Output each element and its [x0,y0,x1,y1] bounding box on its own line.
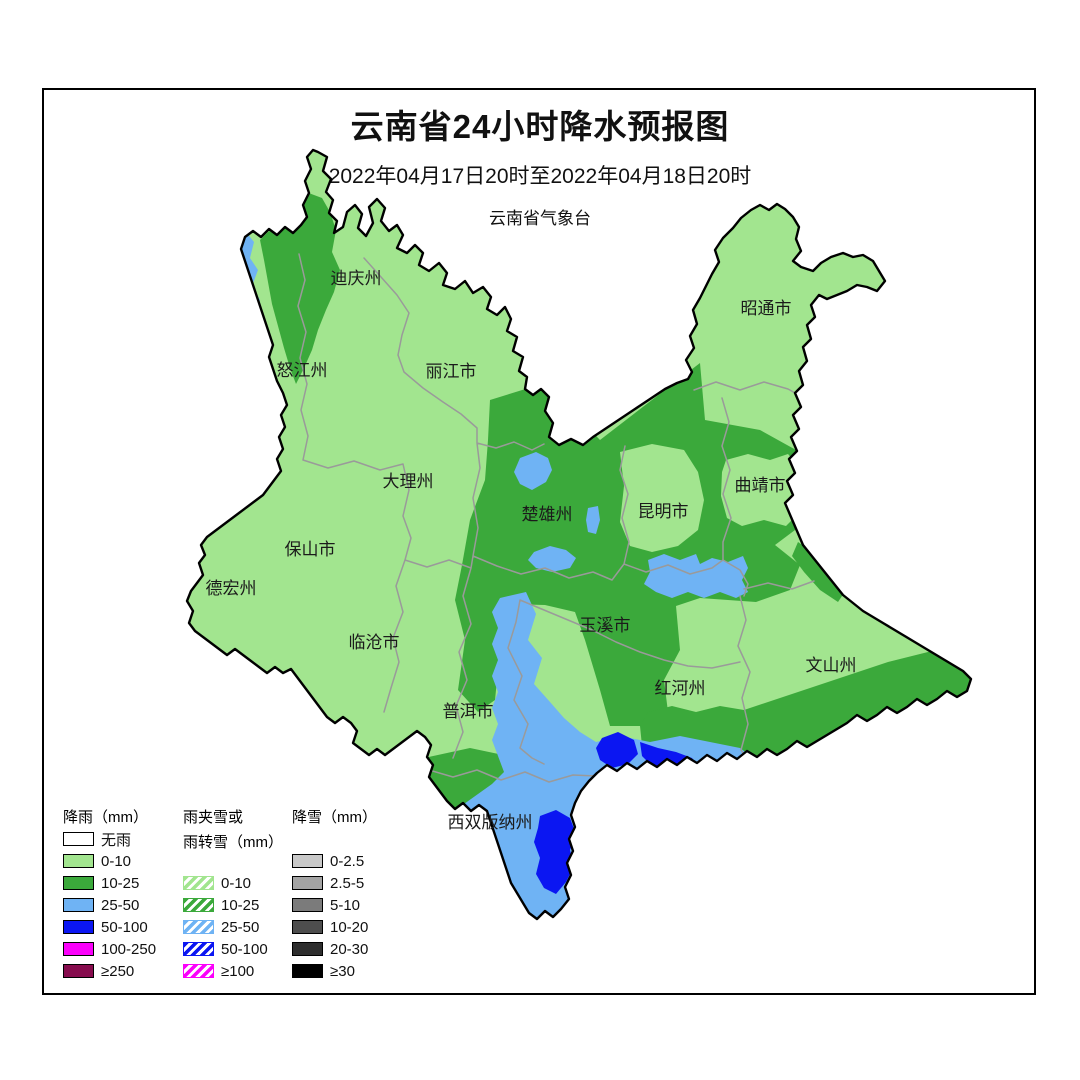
region-label-baoshan: 保山市 [285,540,336,559]
region-labels: 迪庆州 怒江州 丽江市 昭通市 大理州 曲靖市 昆明市 楚雄州 保山市 德宏州 … [206,269,857,832]
rain-zone-25-50-chuxiong-nw [514,452,552,490]
snow-swatch-5-10 [292,898,323,912]
sleet-swatch-100 [183,964,214,978]
legend-sleet-header-line1: 雨夹雪或 [183,809,244,826]
prefecture-boundaries [297,253,815,783]
snow-swatch-2.5-5 [292,876,323,890]
region-label-zhaotong: 昭通市 [741,299,792,318]
rain-zone-50-100-honghe-west [596,732,638,768]
legend-sleet-header-line2: 雨转雪（mm） [183,834,283,851]
rain-zone-25-50-chuxiong-oval [528,546,576,572]
snow-label-5-10: 5-10 [330,896,361,914]
sleet-swatch-10-25 [183,898,214,912]
legend-sleet: 雨夹雪或 雨转雪（mm） 0-10 10-25 25-50 50-100 ≥10… [183,806,298,986]
rain-label-10-25: 10-25 [101,874,140,892]
rain-swatch-250 [63,964,94,978]
rain-zone-0-10-qujing-hole [721,454,798,526]
rain-swatch-10-25 [63,876,94,890]
rain-swatch-25-50 [63,898,94,912]
sleet-swatch-25-50 [183,920,214,934]
snow-label-2.5-5: 2.5-5 [330,874,365,892]
forecast-period: 2022年04月17日20时至2022年04月18日20时 [328,165,752,188]
region-label-dehong: 德宏州 [206,579,257,598]
region-label-honghe: 红河州 [655,679,706,698]
snow-label-30: ≥30 [330,962,355,980]
snow-swatch-0-2.5 [292,854,323,868]
region-label-kunming: 昆明市 [638,502,689,521]
legend-snow: 降雪（mm） 0-2.5 2.5-5 5-10 10-20 20-30 ≥30 [292,806,402,986]
rain-label-none: 无雨 [101,831,132,849]
snow-label-20-30: 20-30 [330,940,369,958]
rain-swatch-0-10 [63,854,94,868]
region-label-nujiang: 怒江州 [277,361,328,380]
region-label-diqing: 迪庆州 [331,269,382,288]
region-label-lijiang: 丽江市 [426,362,477,381]
rain-zone-10-25-northwest [260,192,340,384]
sleet-label-25-50: 25-50 [221,918,260,936]
rain-label-100-250: 100-250 [101,940,157,958]
region-label-lincang: 临沧市 [349,633,400,652]
sleet-label-50-100: 50-100 [221,940,268,958]
region-label-wenshan: 文山州 [806,656,857,675]
snow-swatch-10-20 [292,920,323,934]
snow-label-0-2.5: 0-2.5 [330,852,365,870]
rain-swatch-100-250 [63,942,94,956]
region-label-yuxi: 玉溪市 [580,616,631,635]
sleet-label-100: ≥100 [221,962,255,980]
rain-swatch-none [63,832,94,846]
sleet-label-10-25: 10-25 [221,896,260,914]
rain-label-0-10: 0-10 [101,852,132,870]
region-label-qujing: 曲靖市 [735,476,786,495]
region-label-chuxiong: 楚雄州 [522,505,573,524]
region-label-dali: 大理州 [383,472,434,491]
sleet-swatch-50-100 [183,942,214,956]
agency-name: 云南省气象台 [489,209,591,228]
snow-swatch-20-30 [292,942,323,956]
rain-zone-25-50-south-band [428,592,756,919]
rain-zone-25-50-east-kunming [644,554,748,598]
region-label-puer: 普洱市 [443,702,494,721]
region-label-xishuangbanna: 西双版纳州 [448,813,533,832]
rain-swatch-50-100 [63,920,94,934]
rain-label-25-50: 25-50 [101,896,140,914]
rain-zone-25-50-chuxiong-mid [586,506,600,534]
snow-label-10-20: 10-20 [330,918,369,936]
snow-swatch-30 [292,964,323,978]
rain-zone-0-10-kunming-hole [620,444,704,552]
rain-label-250: ≥250 [101,962,135,980]
legend-rain: 降雨（mm） 无雨 0-10 10-25 25-50 50-100 100-25… [63,806,183,986]
legend-rain-header: 降雨（mm） [63,809,148,826]
sleet-label-0-10: 0-10 [221,874,252,892]
rain-zone-10-25-wenshan-ne [792,542,846,602]
rain-zone-50-100-banna-south [534,810,576,894]
page-title: 云南省24小时降水预报图 [350,108,730,145]
rain-label-50-100: 50-100 [101,918,148,936]
sleet-swatch-0-10 [183,876,214,890]
legend-snow-header: 降雪（mm） [292,809,377,826]
